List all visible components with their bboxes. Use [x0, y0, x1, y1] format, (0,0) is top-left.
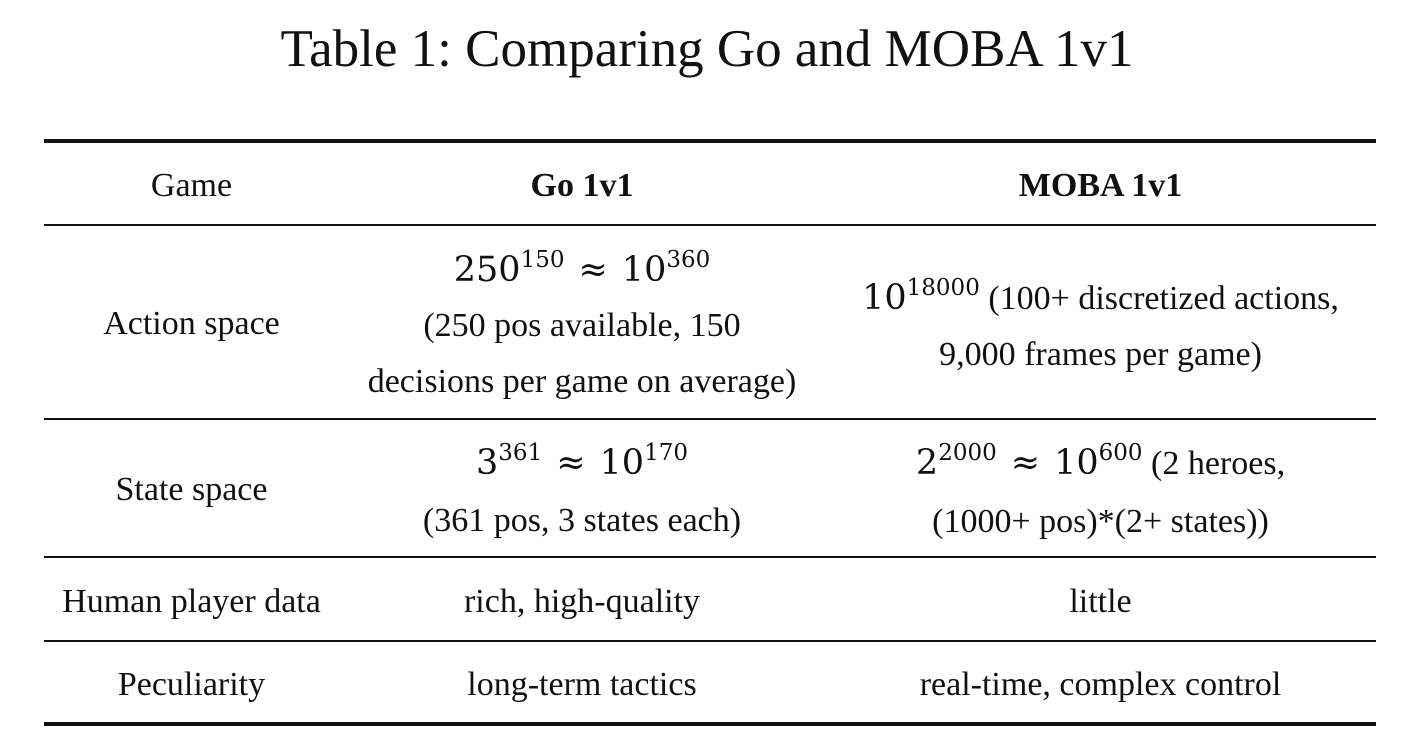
go-state-space-formula: 3361 ≈10170 — [476, 439, 688, 483]
go-action-space-note-2: decisions per game on average) — [367, 363, 797, 400]
moba-action-space-formula: 1018000 — [862, 274, 980, 318]
header-rule — [44, 224, 1376, 226]
moba-state-space-line-1: 22000 ≈10600 (2 heroes, — [915, 439, 1286, 483]
moba-action-space: 1018000 (100+ discretized actions, 9,000… — [825, 270, 1376, 383]
moba-human-player-data: little — [1069, 583, 1132, 620]
moba-action-space-line-1: 1018000 (100+ discretized actions, — [862, 274, 1339, 318]
go-state-space: 3361 ≈10170 (361 pos, 3 states each) — [339, 434, 825, 550]
top-rule — [44, 139, 1376, 143]
go-peculiarity: long-term tactics — [467, 666, 697, 703]
go-human-player-data: rich, high-quality — [463, 583, 701, 620]
moba-state-space-formula: 22000 ≈10600 — [915, 439, 1143, 483]
moba-state-space: 22000 ≈10600 (2 heroes, (1000+ pos)*(2+ s… — [825, 434, 1376, 551]
go-state-space-note: (361 pos, 3 states each) — [422, 502, 742, 539]
header-moba: MOBA 1v1 — [1018, 167, 1183, 204]
header-game: Game — [150, 167, 233, 204]
row-rule-3 — [44, 640, 1376, 642]
row-label-state-space: State space — [115, 471, 268, 508]
row-label-action-space: Action space — [103, 305, 280, 342]
row-label-human-player-data: Human player data — [62, 583, 321, 620]
go-action-space-note-1: (250 pos available, 150 — [423, 307, 741, 344]
go-action-space: 250150 ≈10360 (250 pos available, 150 dec… — [339, 242, 825, 410]
bottom-rule — [44, 722, 1376, 726]
moba-state-space-line-2: (1000+ pos)*(2+ states)) — [932, 503, 1269, 540]
header-go: Go 1v1 — [530, 167, 634, 204]
moba-action-space-line-2: 9,000 frames per game) — [939, 336, 1262, 373]
row-label-peculiarity: Peculiarity — [117, 666, 266, 703]
table-caption: Table 1: Comparing Go and MOBA 1v1 — [280, 20, 1134, 78]
row-rule-2 — [44, 556, 1376, 558]
go-action-space-formula: 250150 ≈10360 — [453, 246, 711, 290]
row-rule-1 — [44, 418, 1376, 420]
moba-peculiarity: real-time, complex control — [919, 666, 1282, 703]
